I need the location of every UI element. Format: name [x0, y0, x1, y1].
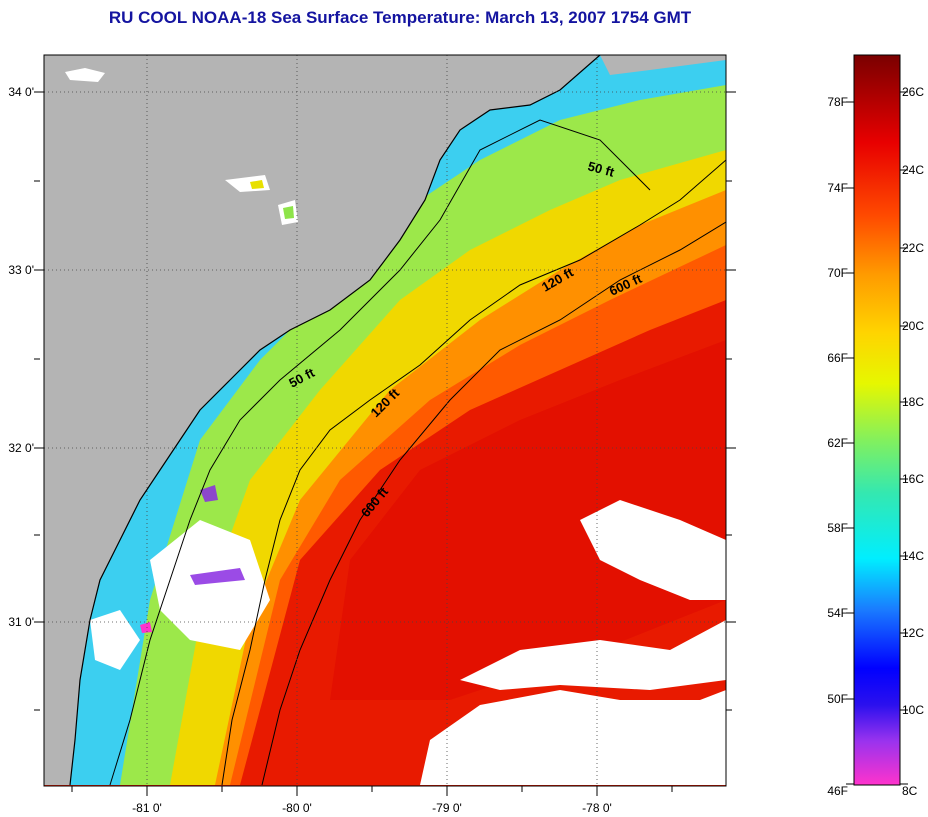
colorbar-c-label-24: 24C: [902, 163, 924, 177]
colorbar-ticks: [846, 91, 908, 785]
cloud-patch-east: [580, 500, 726, 600]
land-mass-north: [600, 55, 726, 75]
cold-patch-purple-small: [200, 485, 218, 502]
land-mass: [44, 55, 600, 785]
lat-ticks: [34, 91, 736, 711]
colorbar-c-label-10: 10C: [902, 703, 924, 717]
colorbar-frame: [853, 54, 901, 786]
colorbar-f-label-62: 62F: [827, 436, 848, 450]
colorbar-f-label-74: 74F: [827, 181, 848, 195]
lon-label-80: -80 0': [282, 801, 312, 815]
lon-label-79: -79 0': [432, 801, 462, 815]
colorbar-c-label-16: 16C: [902, 472, 924, 486]
lat-label-34: 34 0': [8, 85, 34, 99]
colorbar-c-label-12: 12C: [902, 626, 924, 640]
colorbar-c-label-26: 26C: [902, 85, 924, 99]
sst-image: 50 ft 50 ft 120 ft 120 ft 600 ft 600 ft: [44, 55, 726, 786]
gulf-stream-core: [330, 340, 726, 700]
lat-label-33: 33 0': [8, 263, 34, 277]
cloud-patch-center: [460, 620, 726, 690]
cloud-patch-coastal: [150, 520, 270, 650]
cloud-patch-south: [420, 690, 726, 785]
lon-label-81: -81 0': [132, 801, 162, 815]
colorbar-c-label-20: 20C: [902, 319, 924, 333]
coastline: [69, 55, 601, 786]
cloud-patch-coastal-small: [90, 610, 140, 670]
cold-patch-magenta: [140, 622, 152, 633]
colorbar-f-label-54: 54F: [827, 606, 848, 620]
colorbar-f-label-58: 58F: [827, 521, 848, 535]
graticule: [44, 55, 726, 785]
cold-patch-purple: [190, 568, 245, 585]
lake-2-water: [283, 206, 294, 219]
colorbar-c-label-18: 18C: [902, 395, 924, 409]
colorbar-c-label-8: 8C: [902, 784, 918, 798]
colorbar-f-label-66: 66F: [827, 351, 848, 365]
lat-label-31: 31 0': [8, 615, 34, 629]
lon-label-78: -78 0': [582, 801, 612, 815]
lon-ticks: [71, 786, 673, 796]
contour-50ft: [109, 119, 651, 786]
cloud-patch-inland: [65, 68, 105, 82]
colorbar-c-label-14: 14C: [902, 549, 924, 563]
colorbar: [854, 55, 900, 785]
colorbar-f-label-70: 70F: [827, 266, 848, 280]
colorbar-f-label-50: 50F: [827, 692, 848, 706]
map-title: RU COOL NOAA-18 Sea Surface Temperature:…: [108, 8, 692, 27]
contour-120ft: [221, 159, 726, 786]
lat-label-32: 32 0': [8, 441, 34, 455]
colorbar-c-label-22: 22C: [902, 241, 924, 255]
colorbar-f-label-78: 78F: [827, 95, 848, 109]
map-frame: [43, 54, 727, 787]
contour-label-50ft-north: 50 ft: [586, 158, 616, 180]
lake-1-water: [250, 180, 264, 189]
colorbar-f-label-46: 46F: [827, 784, 848, 798]
